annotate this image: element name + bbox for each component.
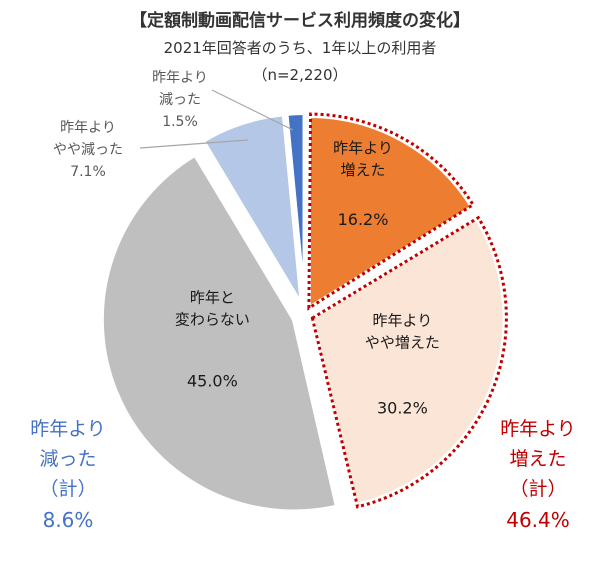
- slice-label-5-line-2: 減った: [159, 91, 201, 108]
- slice-label-4-line-2: やや減った: [53, 141, 123, 158]
- pie-slice-4: [201, 112, 304, 308]
- pie-slice-5: [284, 111, 307, 308]
- slice-value-1: 16.2%: [338, 210, 389, 229]
- slice-label-5-line-1: 昨年より: [152, 70, 208, 86]
- increase-total-value: 46.4%: [506, 508, 570, 532]
- slice-label-3-line-2: 変わらない: [175, 310, 250, 328]
- slice-value-3: 45.0%: [187, 371, 238, 390]
- slice-value-5: 1.5%: [162, 114, 198, 130]
- leader-line-4: [139, 139, 249, 149]
- pie-slice-3: [99, 152, 339, 514]
- pie-slice-1-outline: [307, 112, 476, 311]
- pie-slice-1: [306, 114, 475, 311]
- pie-slice-2-outline: [310, 215, 508, 509]
- decrease-total-line-2: 減った: [39, 448, 96, 470]
- slice-label-2-line-1: 昨年より: [373, 312, 433, 330]
- increase-total-line-1: 昨年より: [500, 418, 576, 440]
- chart-sample-size: （n=2,220）: [252, 66, 347, 84]
- decrease-total-line-3: （計）: [39, 478, 96, 500]
- slice-label-1-line-1: 昨年より: [333, 139, 393, 157]
- pie-slices: [99, 111, 508, 514]
- slice-value-4: 7.1%: [70, 164, 106, 180]
- chart-title: 【定額制動画配信サービス利用頻度の変化】: [130, 10, 470, 31]
- slice-label-4-line-1: 昨年より: [60, 120, 116, 136]
- slice-value-2: 30.2%: [377, 399, 428, 418]
- increase-total-line-3: （計）: [509, 478, 566, 500]
- decrease-total-value: 8.6%: [43, 508, 94, 532]
- pie-labels: 昨年より増えた16.2%昨年よりやや増えた30.2%昨年と変わらない45.0%昨…: [53, 70, 440, 418]
- decrease-total-line-1: 昨年より: [30, 418, 106, 440]
- slice-label-2-line-2: やや増えた: [365, 334, 440, 352]
- slice-label-3-line-1: 昨年と: [190, 288, 235, 306]
- increase-total-line-2: 増えた: [509, 448, 566, 470]
- slice-label-1-line-2: 増えた: [340, 161, 385, 179]
- chart-subtitle: 2021年回答者のうち、1年以上の利用者: [164, 39, 437, 57]
- leader-line-5: [211, 89, 294, 131]
